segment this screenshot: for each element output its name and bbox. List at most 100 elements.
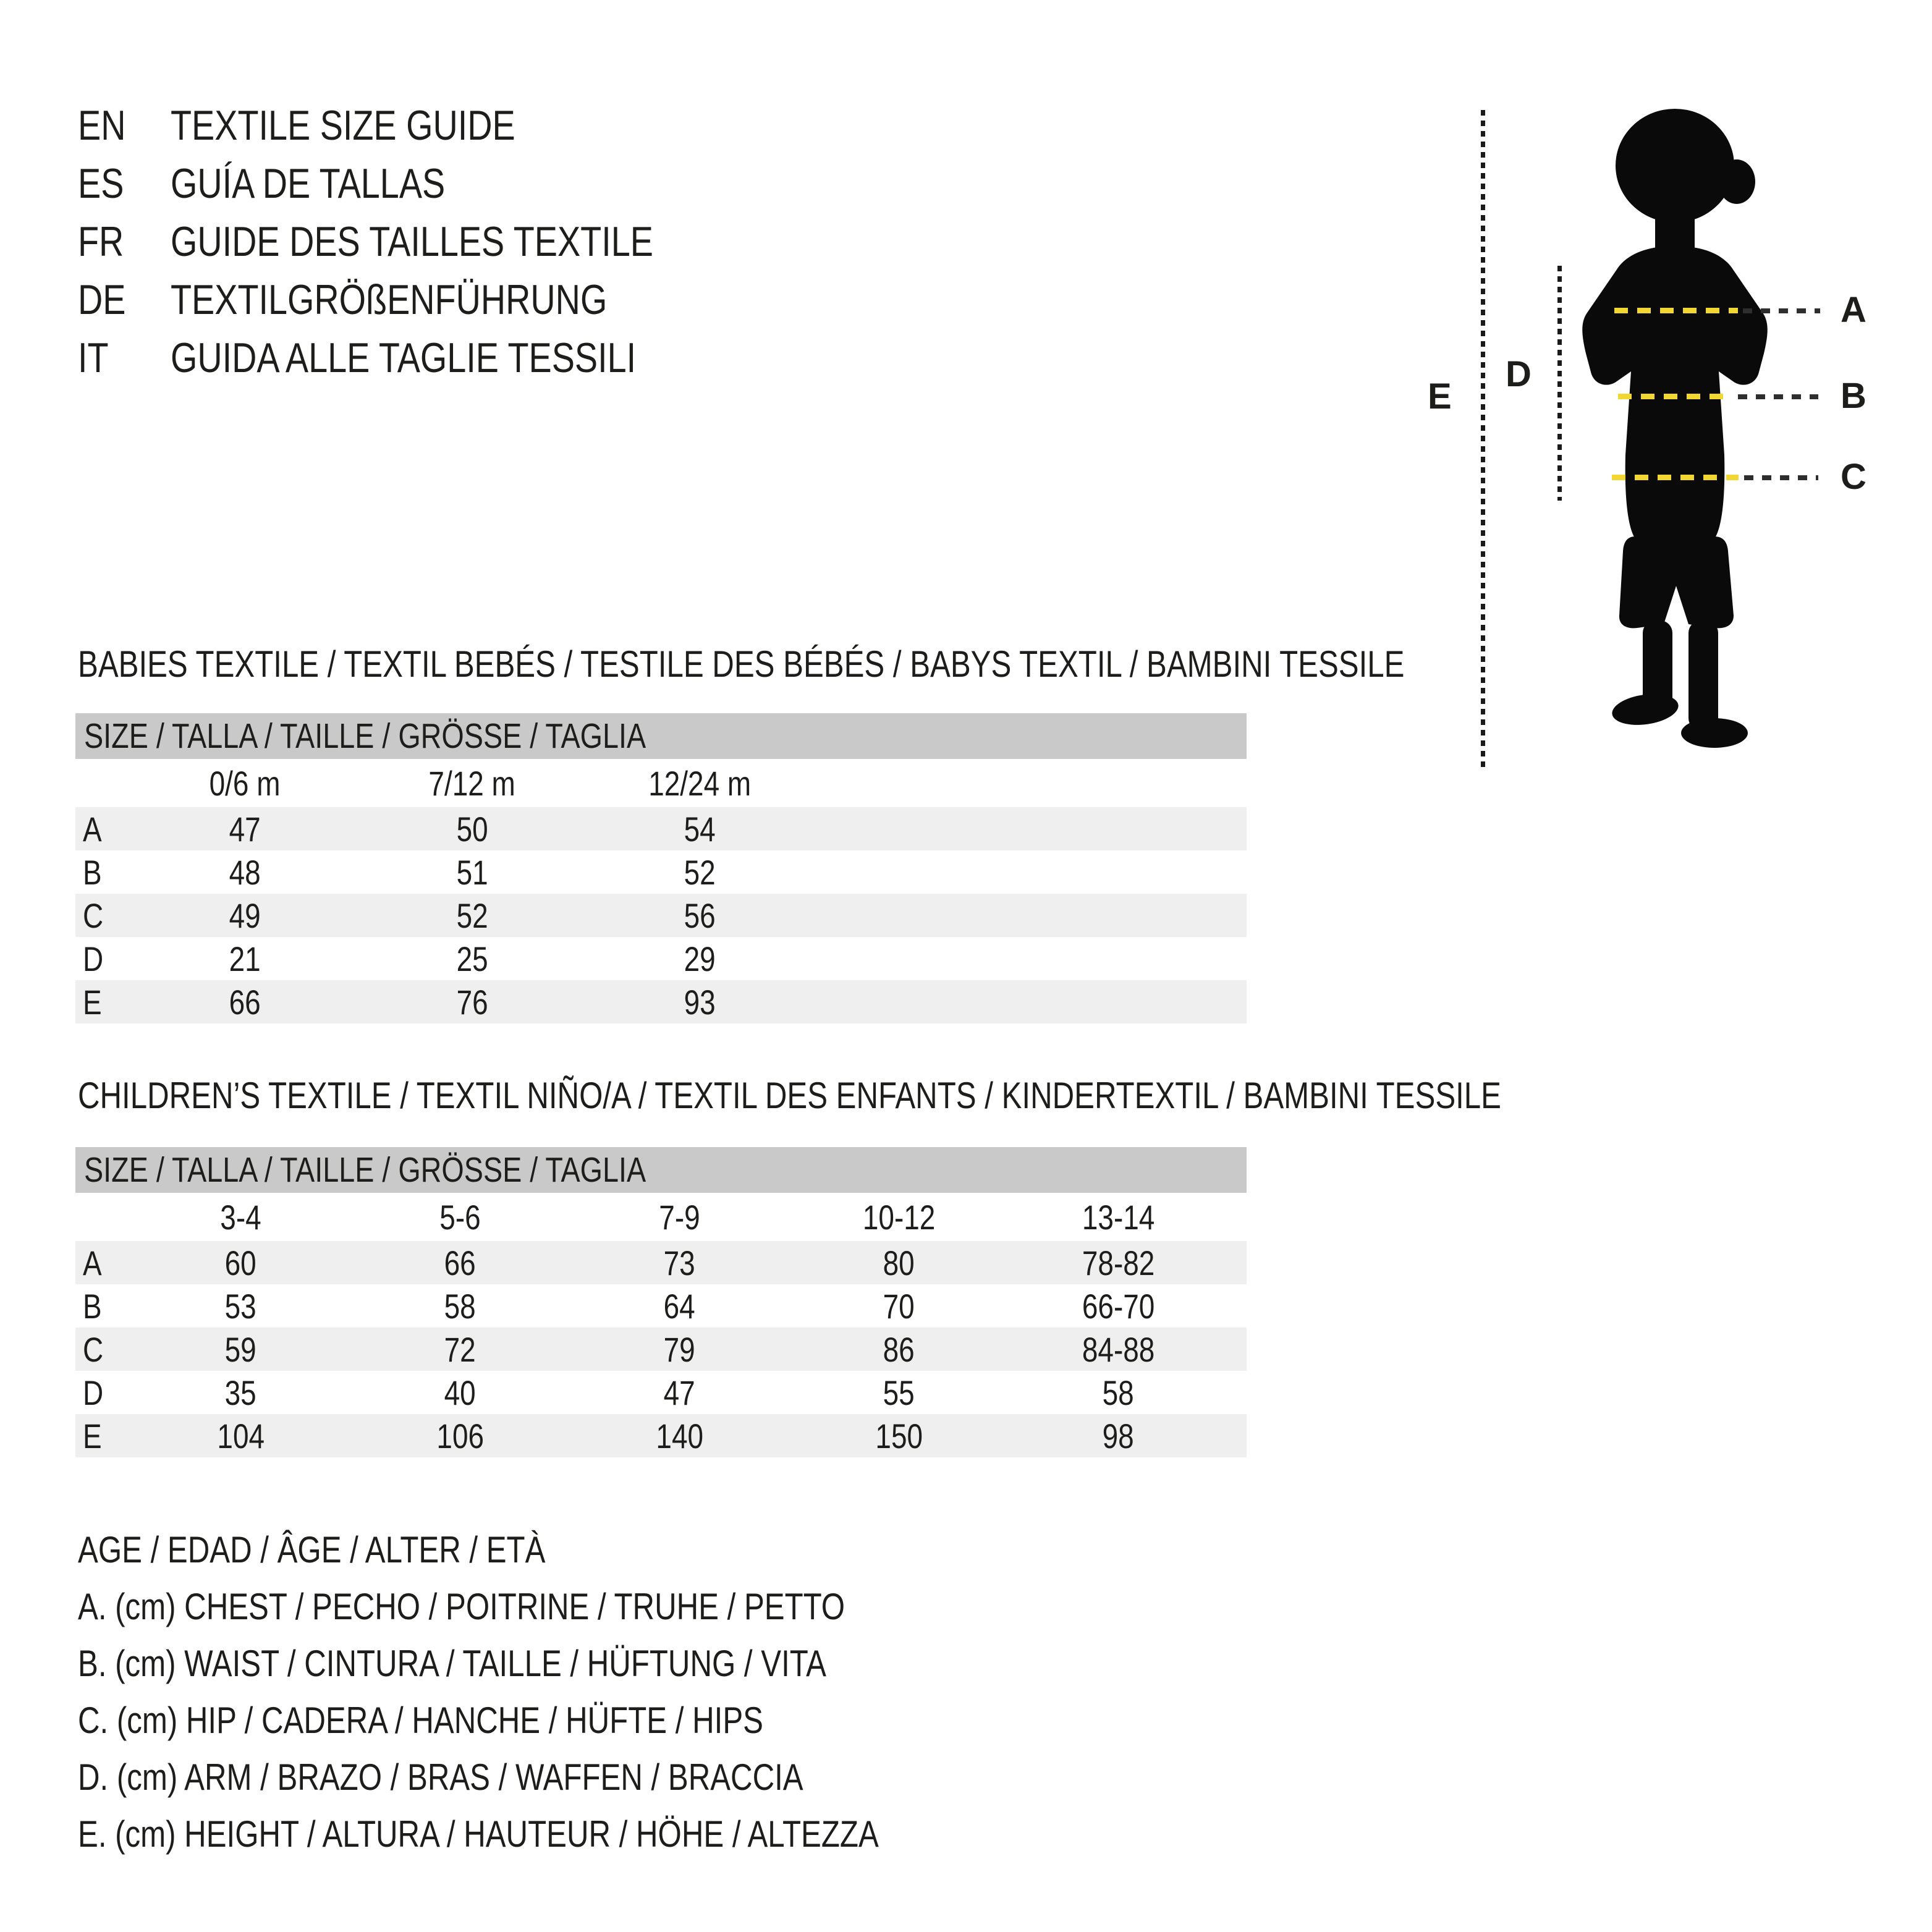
language-code: ES [78, 160, 124, 207]
language-title: GUÍA DE TALLAS [171, 160, 446, 207]
legend-line: C. (cm) HIP / CADERA / HANCHE / HÜFTE / … [78, 1692, 1054, 1749]
cell-value: 150 [875, 1416, 923, 1455]
table-row: D 35 40 47 55 58 [75, 1371, 1247, 1414]
language-row: IT GUIDA ALLE TAGLIE TESSILI [78, 329, 759, 387]
column-header-text: 13-14 [1082, 1197, 1155, 1237]
chest-line-a [1614, 308, 1738, 313]
column-header: 12/24 m [586, 763, 813, 803]
cell-value: 59 [224, 1329, 257, 1369]
legend-line-text: D. (cm) ARM / BRAZO / BRAS / WAFFEN / BR… [78, 1756, 803, 1798]
column-header-text: 12/24 m [648, 763, 751, 803]
cell-value: 76 [456, 982, 488, 1022]
column-header: 3-4 [131, 1197, 350, 1237]
legend-line: A. (cm) CHEST / PECHO / POITRINE / TRUHE… [78, 1578, 1054, 1635]
legend-line-text: B. (cm) WAIST / CINTURA / TAILLE / HÜFTU… [78, 1643, 826, 1684]
language-title: GUIDE DES TAILLES TEXTILE [171, 218, 653, 265]
column-header-text: 7-9 [659, 1197, 700, 1237]
column-header: 13-14 [1009, 1197, 1228, 1237]
size-header-bar: SIZE / TALLA / TAILLE / GRÖSSE / TAGLIA [75, 713, 1247, 759]
waist-line-b [1618, 394, 1732, 399]
legend-line-text: A. (cm) CHEST / PECHO / POITRINE / TRUHE… [78, 1586, 845, 1627]
language-row: FR GUIDE DES TAILLES TEXTILE [78, 213, 759, 271]
row-label: E [83, 982, 102, 1022]
size-header-label: SIZE / TALLA / TAILLE / GRÖSSE / TAGLIA [84, 1150, 646, 1190]
cell-value: 70 [883, 1286, 915, 1326]
row-label: A [83, 1243, 102, 1282]
column-header-row: 3-4 5-6 7-9 10-12 13-14 [75, 1193, 1247, 1241]
cell-value: 73 [663, 1243, 696, 1282]
column-header: 7-9 [570, 1197, 789, 1237]
cell-value: 21 [229, 939, 261, 978]
cell-value: 79 [663, 1329, 696, 1369]
cell-value: 66 [229, 982, 261, 1022]
babies-size-table: SIZE / TALLA / TAILLE / GRÖSSE / TAGLIA … [75, 713, 1247, 1023]
legend-line: E. (cm) HEIGHT / ALTURA / HAUTEUR / HÖHE… [78, 1806, 1054, 1863]
table-row: A 60 66 73 80 78-82 [75, 1241, 1247, 1284]
cell-value: 49 [229, 896, 261, 935]
cell-value: 40 [444, 1373, 477, 1412]
column-header-text: 10-12 [862, 1197, 936, 1237]
legend-line-text: E. (cm) HEIGHT / ALTURA / HAUTEUR / HÖHE… [78, 1813, 879, 1855]
cell-value: 52 [456, 896, 488, 935]
cell-value: 60 [224, 1243, 257, 1282]
cell-value: 54 [684, 809, 716, 849]
cell-value: 86 [883, 1329, 915, 1369]
cell-value: 66-70 [1082, 1286, 1155, 1326]
legend-line: B. (cm) WAIST / CINTURA / TAILLE / HÜFTU… [78, 1635, 1054, 1692]
measure-label-e: E [1428, 376, 1452, 417]
language-code: IT [78, 334, 109, 381]
cell-value: 52 [684, 852, 716, 892]
legend-line-text: C. (cm) HIP / CADERA / HANCHE / HÜFTE / … [78, 1700, 763, 1741]
cell-value: 80 [883, 1243, 915, 1282]
column-header: 10-12 [789, 1197, 1009, 1237]
language-code: DE [78, 276, 126, 323]
children-size-table: SIZE / TALLA / TAILLE / GRÖSSE / TAGLIA … [75, 1147, 1247, 1457]
cell-value: 72 [444, 1329, 477, 1369]
language-code: EN [78, 102, 126, 149]
row-label: D [83, 1373, 104, 1412]
table-row: C 59 72 79 86 84-88 [75, 1328, 1247, 1371]
column-header-text: 5-6 [439, 1197, 481, 1237]
language-code: FR [78, 218, 124, 265]
table-row: E 104 106 140 150 98 [75, 1414, 1247, 1457]
language-row: EN TEXTILE SIZE GUIDE [78, 96, 759, 155]
column-header: 5-6 [350, 1197, 570, 1237]
language-block: EN TEXTILE SIZE GUIDE ES GUÍA DE TALLAS FR GU… [78, 96, 759, 387]
row-label: A [83, 809, 102, 849]
cell-value: 51 [456, 852, 488, 892]
child-silhouette [1582, 109, 1768, 748]
babies-section-title-text: BABIES TEXTILE / TEXTIL BEBÉS / TESTILE … [78, 643, 1405, 685]
height-measure-line-e [1481, 110, 1485, 771]
children-section-title-text: CHILDREN’S TEXTILE / TEXTIL NIÑO/A / TEX… [78, 1075, 1501, 1116]
cell-value: 140 [656, 1416, 703, 1455]
cell-value: 58 [1102, 1373, 1135, 1412]
hip-line-c-extension [1744, 475, 1818, 480]
cell-value: 106 [436, 1416, 484, 1455]
table-row: B 48 51 52 [75, 850, 1247, 894]
row-label: B [83, 1286, 102, 1326]
cell-value: 98 [1102, 1416, 1135, 1455]
cell-value: 84-88 [1082, 1329, 1155, 1369]
legend-line: AGE / EDAD / ÂGE / ALTER / ETÀ [78, 1522, 1054, 1578]
children-section-title: CHILDREN’S TEXTILE / TEXTIL NIÑO/A / TEX… [78, 1074, 1814, 1117]
language-row: ES GUÍA DE TALLAS [78, 155, 759, 213]
language-title: TEXTILE SIZE GUIDE [171, 102, 515, 149]
row-label: C [83, 896, 104, 935]
cell-value: 25 [456, 939, 488, 978]
size-header-label: SIZE / TALLA / TAILLE / GRÖSSE / TAGLIA [84, 716, 646, 756]
measure-label-c: C [1841, 457, 1866, 497]
column-header-row: 0/6 m 7/12 m 12/24 m [75, 759, 1247, 807]
chest-line-a-extension [1743, 308, 1820, 313]
cell-value: 66 [444, 1243, 477, 1282]
cell-value: 64 [663, 1286, 696, 1326]
waist-line-b-extension [1738, 394, 1818, 399]
cell-value: 93 [684, 982, 716, 1022]
column-header: 7/12 m [358, 763, 586, 803]
column-header-text: 7/12 m [428, 763, 516, 803]
table-row: C 49 52 56 [75, 894, 1247, 937]
column-header: 0/6 m [131, 763, 358, 803]
cell-value: 55 [883, 1373, 915, 1412]
arm-measure-line-d [1557, 266, 1562, 501]
column-header-text: 3-4 [220, 1197, 261, 1237]
cell-value: 58 [444, 1286, 477, 1326]
